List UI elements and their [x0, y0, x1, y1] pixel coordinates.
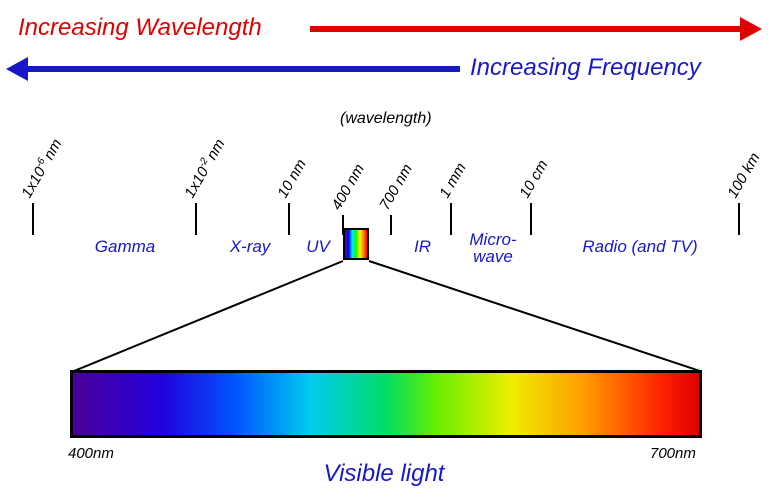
wavelength-caption: (wavelength): [340, 110, 432, 128]
tick-line: [195, 203, 197, 235]
scale-area: 1x10-6 nm1x10-2 nm10 nm400 nm700 nm1 mm1…: [20, 135, 748, 235]
tick-line: [390, 215, 392, 235]
region-label: X-ray: [215, 237, 285, 257]
region-label: Radio (and TV): [550, 237, 730, 257]
tick-line: [450, 203, 452, 235]
visible-spectrum-bar: [70, 370, 702, 438]
tick-label: 400 nm: [328, 161, 368, 213]
region-label: Micro-wave: [458, 231, 528, 265]
tick-label: 10 nm: [274, 156, 310, 201]
wavelength-label: Increasing Wavelength: [18, 14, 262, 42]
scale-tick: 1x10-2 nm: [195, 203, 197, 235]
scale-tick: 100 km: [738, 203, 740, 235]
tick-line: [288, 203, 290, 235]
region-label: UV: [298, 237, 338, 257]
frequency-arrow-head: [6, 57, 28, 81]
scale-tick: 1x10-6 nm: [32, 203, 34, 235]
tick-label: 1x10-6 nm: [17, 136, 65, 201]
scale-tick: 10 nm: [288, 203, 290, 235]
tick-line: [530, 203, 532, 235]
wavelength-arrow-head: [740, 17, 762, 41]
mini-visible-spectrum: [343, 228, 369, 260]
visible-light-title: Visible light: [0, 460, 768, 488]
tick-label: 700 nm: [376, 161, 416, 213]
tick-label: 1 mm: [436, 160, 469, 201]
region-label: Gamma: [65, 237, 185, 257]
tick-label: 1x10-2 nm: [180, 136, 228, 201]
callout-line-left: [74, 260, 344, 372]
region-label: IR: [400, 237, 445, 257]
wavelength-arrow-line: [310, 26, 740, 32]
tick-line: [32, 203, 34, 235]
scale-tick: 10 cm: [530, 203, 532, 235]
em-spectrum-diagram: Increasing Wavelength Increasing Frequen…: [0, 0, 768, 501]
tick-line: [738, 203, 740, 235]
tick-label: 100 km: [724, 150, 763, 201]
tick-label: 10 cm: [516, 157, 551, 201]
scale-tick: 1 mm: [450, 203, 452, 235]
frequency-label: Increasing Frequency: [470, 54, 701, 82]
spectrum-regions: GammaX-rayUVIRMicro-waveRadio (and TV): [20, 237, 748, 267]
scale-tick: 700 nm: [390, 215, 392, 235]
frequency-arrow-line: [28, 66, 460, 72]
callout-line-right: [369, 260, 701, 372]
